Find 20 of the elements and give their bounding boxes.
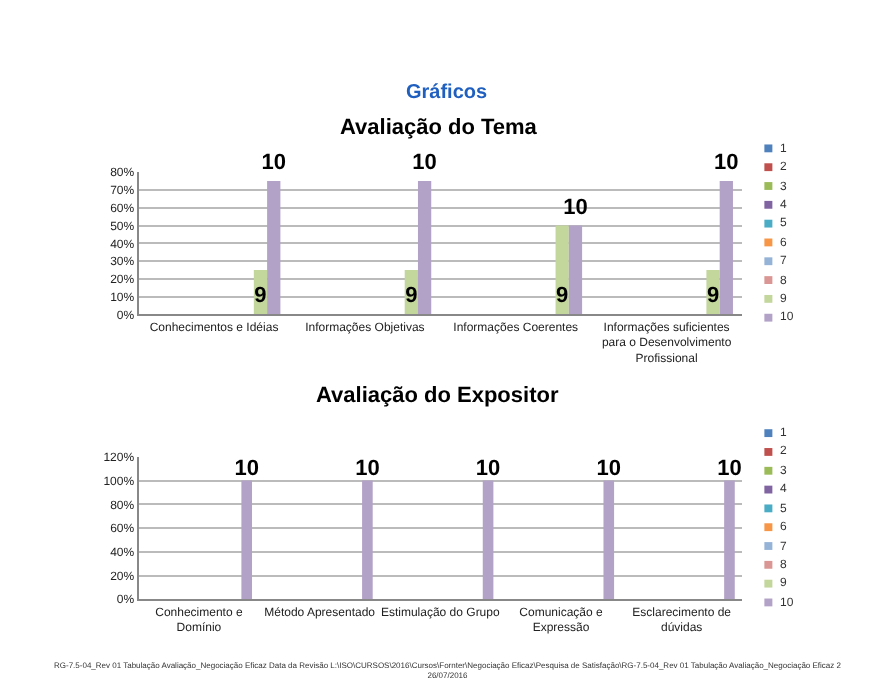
text: 10 xyxy=(717,456,742,481)
text: 10 xyxy=(234,456,259,481)
text: 9 xyxy=(706,284,720,309)
text: 10 xyxy=(563,195,588,220)
bar xyxy=(267,181,281,315)
text: 10 xyxy=(261,151,286,176)
text: 9 xyxy=(254,284,267,309)
bar xyxy=(417,181,432,315)
bar xyxy=(568,225,583,315)
text: 9 xyxy=(405,284,418,309)
text: 10 xyxy=(714,151,739,176)
text: Gráficos xyxy=(406,82,489,104)
chart-title: Avaliação do Expositor xyxy=(316,384,560,408)
text: 10 xyxy=(412,151,437,176)
text: 10 xyxy=(475,456,501,481)
text: 9 xyxy=(556,284,569,309)
text: 10 xyxy=(596,456,622,481)
bar xyxy=(719,181,733,315)
chart-title: Avaliação do Tema xyxy=(340,116,539,140)
text: 10 xyxy=(355,456,380,481)
